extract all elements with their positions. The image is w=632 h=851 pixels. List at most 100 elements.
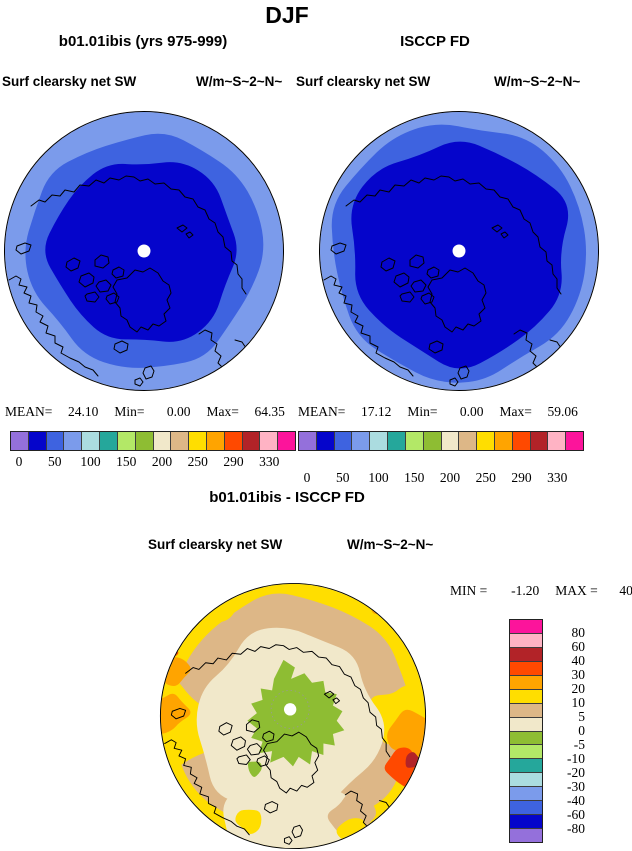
diff-colorbar-wrap: 80 60 40 30 20 10 5 0 -5 -10 -20 -30 -40 -60 -80: [509, 619, 585, 843]
colorbar-segment: [334, 432, 353, 450]
min-label: Min=: [114, 404, 145, 419]
max-value: 59.06: [547, 404, 578, 419]
map-border: [4, 111, 284, 391]
colorbar-segment: [171, 432, 190, 450]
colorbar-tick-label: 10: [571, 695, 586, 710]
colorbar-segment: [388, 432, 406, 450]
colorbar-tick-label: 60: [571, 639, 586, 654]
colorbar-segment: [510, 731, 542, 746]
max-value: 64.35: [254, 404, 285, 419]
colorbar-segment: [510, 703, 542, 718]
colorbar-segment: [510, 689, 542, 704]
colorbar-segment: [370, 432, 389, 450]
max-value: 40.81: [619, 583, 632, 598]
colorbar-segment: [510, 759, 542, 774]
model-field-label: Surf clearsky net SW: [2, 74, 137, 89]
diff-units-label: W/m~S~2~N~: [347, 537, 434, 552]
contour-fill-green-small: [247, 761, 262, 777]
coastlines: [8, 175, 247, 387]
colorbar-tick-label: 80: [571, 625, 586, 640]
colorbar-segment: [510, 815, 542, 830]
colorbar-segment: [153, 432, 172, 450]
colorbar-segment: [510, 675, 542, 690]
pole-dot: [452, 244, 466, 258]
colorbar-segment: [510, 717, 542, 732]
colorbar-segment: [206, 432, 225, 450]
colorbar-segment: [510, 773, 542, 788]
obs-panel-title: ISCCP FD: [400, 33, 470, 50]
max-label: Max=: [499, 404, 532, 419]
colorbar-tick-label: 250: [187, 454, 208, 469]
obs-stats: MEAN= 17.12 Min= 0.00 Max= 59.06: [298, 404, 578, 420]
colorbar-segment: [135, 432, 154, 450]
model-colorbar-labels: 0 50 100 150 200 250 290 330: [10, 454, 296, 470]
colorbar-tick-label: 0: [578, 723, 585, 738]
colorbar-segment: [477, 432, 495, 450]
graticule-circle: [270, 689, 310, 729]
diff-field-label: Surf clearsky net SW: [148, 537, 283, 552]
contour-fill-cream-bottom: [223, 767, 367, 849]
colorbar-segment: [566, 432, 583, 450]
diff-colorbar-labels: 80 60 40 30 20 10 5 0 -5 -10 -20 -30 -40 -60 -80: [543, 619, 591, 843]
colorbar-tick-label: 0: [15, 454, 23, 469]
colorbar-segment: [405, 432, 424, 450]
colorbar-tick-label: -30: [567, 779, 585, 794]
colorbar-segment: [530, 432, 549, 450]
colorbar-segment: [189, 432, 207, 450]
mean-value: 24.10: [68, 404, 99, 419]
diff-colorbar: [509, 619, 543, 843]
colorbar-segment: [494, 432, 513, 450]
pole-dot: [137, 244, 151, 258]
colorbar-segment: [224, 432, 243, 450]
obs-colorbar-labels: 0 50 100 150 200 250 290 330: [298, 470, 584, 486]
colorbar-segment: [278, 432, 295, 450]
min-value: 0.00: [459, 404, 484, 419]
colorbar-segment: [117, 432, 136, 450]
obs-map: [319, 111, 599, 391]
colorbar-tick-label: 330: [259, 454, 280, 469]
colorbar-tick-label: 250: [475, 470, 496, 485]
diff-stats: MIN = -1.20 MAX = 40.81: [450, 583, 632, 599]
colorbar-tick-label: 290: [511, 470, 532, 485]
colorbar-tick-label: 5: [578, 709, 585, 724]
colorbar-segment: [510, 661, 542, 676]
colorbar-tick-label: 100: [368, 470, 389, 485]
map-border: [319, 111, 599, 391]
colorbar-tick-label: 50: [47, 454, 62, 469]
colorbar-tick-label: 100: [80, 454, 101, 469]
colorbar-tick-label: -20: [567, 765, 585, 780]
colorbar-segment: [260, 432, 279, 450]
colorbar-tick-label: 0: [303, 470, 311, 485]
colorbar-segment: [423, 432, 442, 450]
colorbar-segment: [352, 432, 371, 450]
model-stats: MEAN= 24.10 Min= 0.00 Max= 64.35: [5, 404, 285, 420]
mean-label: MEAN=: [5, 404, 53, 419]
colorbar-segment: [28, 432, 47, 450]
colorbar-tick-label: 150: [116, 454, 137, 469]
min-label: MIN =: [450, 583, 488, 598]
colorbar-segment: [46, 432, 65, 450]
colorbar-tick-label: 200: [151, 454, 173, 469]
colorbar-segment: [510, 787, 542, 802]
colorbar-tick-label: 330: [547, 470, 568, 485]
colorbar-tick-label: -60: [567, 807, 585, 822]
model-panel-title: b01.01ibis (yrs 975-999): [58, 33, 228, 50]
colorbar-tick-label: 290: [223, 454, 244, 469]
model-colorbar: [10, 431, 296, 451]
colorbar-segment: [11, 432, 29, 450]
colorbar-tick-label: -40: [567, 793, 585, 808]
colorbar-segment: [242, 432, 261, 450]
colorbar-segment: [510, 829, 542, 842]
colorbar-segment: [510, 620, 542, 634]
colorbar-tick-label: 200: [439, 470, 461, 485]
colorbar-tick-label: -80: [567, 821, 585, 836]
colorbar-segment: [548, 432, 567, 450]
mean-value: 17.12: [361, 404, 392, 419]
colorbar-tick-label: 40: [571, 653, 586, 668]
colorbar-tick-label: -10: [567, 751, 585, 766]
colorbar-segment: [510, 633, 542, 648]
max-label: Max=: [206, 404, 239, 419]
contour-fill-orange-topright: [371, 598, 387, 615]
colorbar-segment: [512, 432, 531, 450]
